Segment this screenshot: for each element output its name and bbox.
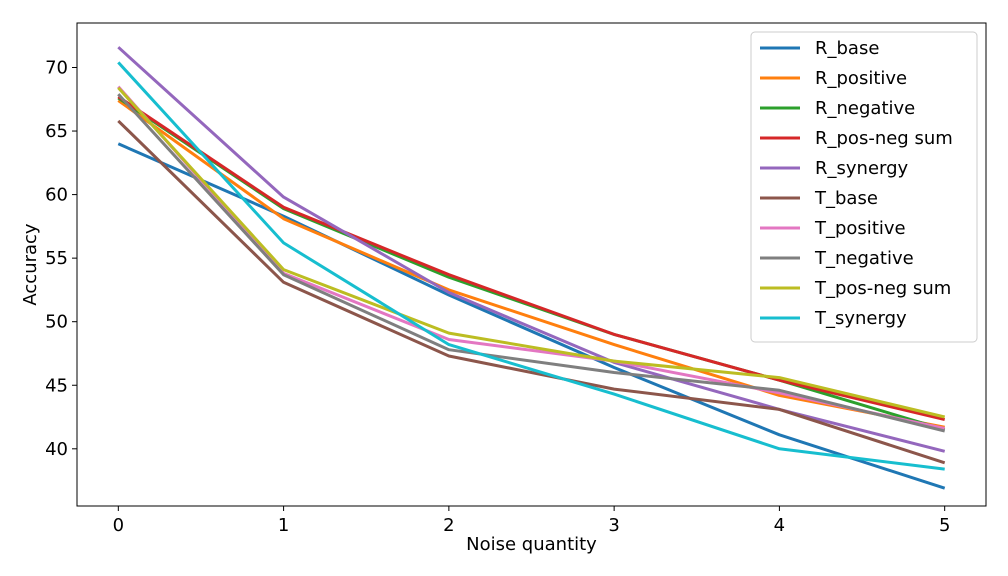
series-layer: [117, 46, 946, 490]
legend-label: T_positive: [814, 218, 906, 239]
series-line-r-positive: [117, 99, 945, 429]
x-tick-label: 2: [443, 515, 454, 536]
y-axis-label: Accuracy: [20, 223, 41, 306]
y-tick-label: 45: [45, 375, 68, 396]
legend-label: T_synergy: [814, 308, 907, 329]
y-tick-label: 60: [45, 185, 68, 206]
legend: R_base R_positive R_negative R_pos-neg sum R…: [750, 31, 978, 343]
plot-frame: [76, 22, 987, 507]
y-tick-label: 70: [45, 57, 68, 78]
series-line-r-pos-neg-sum: [117, 95, 946, 422]
x-tick-label: 3: [608, 515, 619, 536]
legend-label: R_positive: [815, 68, 907, 89]
series-line-t-base: [117, 119, 946, 465]
legend-label: T_pos-neg sum: [814, 278, 951, 299]
x-tick-label: 0: [113, 515, 124, 536]
legend-label: R_negative: [815, 98, 915, 119]
series-line-t-negative: [117, 93, 946, 433]
x-tick-label: 5: [939, 515, 950, 536]
legend-box: [750, 31, 978, 343]
series-line-r-synergy: [117, 46, 946, 453]
y-tick-label: 65: [45, 121, 68, 142]
legend-label: T_base: [814, 188, 878, 209]
legend-label: R_pos-neg sum: [815, 128, 953, 149]
series-line-t-pos-neg-sum: [117, 86, 946, 419]
y-tick-label: 55: [45, 248, 68, 269]
x-tick-label: 1: [278, 515, 289, 536]
series-line-t-positive: [117, 85, 946, 430]
series-line-r-base: [117, 142, 946, 490]
y-axis-ticks: 40 45 50 55 60 65 70: [45, 57, 77, 460]
x-axis-ticks: 0 1 2 3 4 5: [113, 506, 950, 536]
y-tick-label: 50: [45, 312, 68, 333]
legend-label: T_negative: [814, 248, 914, 269]
x-tick-label: 4: [774, 515, 785, 536]
legend-label: R_base: [815, 38, 879, 59]
y-tick-label: 40: [45, 439, 68, 460]
series-line-t-synergy: [117, 61, 945, 471]
legend-label: R_synergy: [815, 158, 909, 179]
x-axis-label: Noise quantity: [466, 534, 597, 555]
